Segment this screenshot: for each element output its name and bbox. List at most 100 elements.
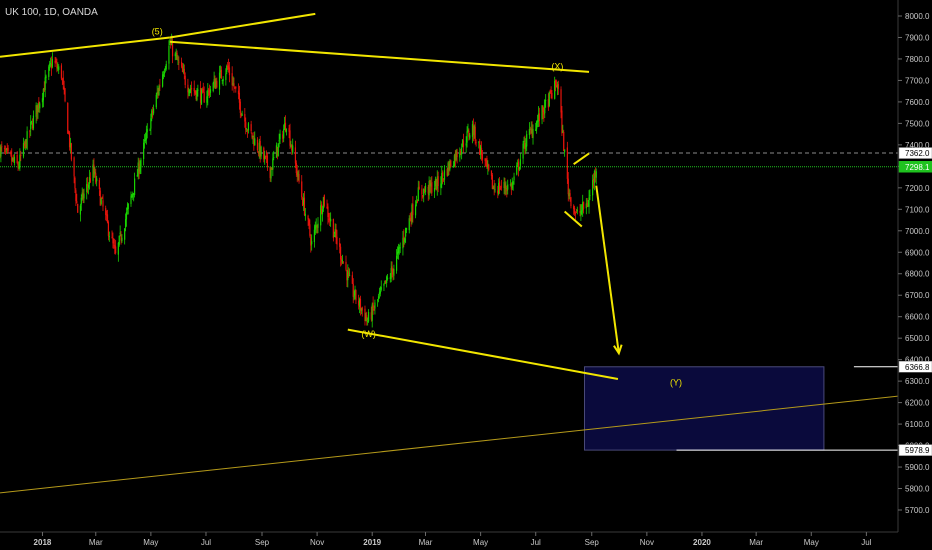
candle-body: [530, 128, 532, 130]
candle-body: [196, 90, 198, 101]
candle-body: [45, 76, 47, 78]
candle-body: [260, 146, 262, 157]
candle-body: [272, 158, 274, 170]
candle-body: [560, 89, 562, 113]
trendline-upper-rising: [0, 36, 170, 58]
candle-body: [158, 86, 160, 95]
candle-body: [282, 134, 284, 139]
candle-body: [517, 161, 520, 170]
target-bottom-tag: 5978.9: [905, 446, 930, 455]
candle-body: [57, 67, 59, 69]
candle-body: [549, 90, 551, 92]
trendline-triangle-lower: [563, 210, 583, 228]
candle-body: [367, 312, 370, 322]
x-tick-label: May: [473, 538, 488, 547]
y-tick-label: 6700.0: [905, 291, 930, 300]
candle-body: [247, 123, 250, 131]
candle-body: [450, 160, 452, 167]
candle-body: [82, 192, 84, 200]
candle-body: [151, 110, 153, 117]
dashed-level-tag: 7362.0: [905, 149, 930, 158]
candle-body: [70, 143, 72, 160]
candle-body: [498, 182, 500, 195]
candle-body: [1, 146, 3, 148]
candle-body: [152, 108, 155, 114]
candle-body: [314, 226, 316, 230]
candle-body: [448, 163, 450, 170]
candle-body: [208, 89, 210, 90]
candle-body: [493, 186, 495, 190]
candle-body: [423, 188, 425, 196]
candle-body: [48, 66, 50, 77]
candle-body: [537, 113, 540, 122]
candle-body: [234, 86, 236, 88]
candle-body: [257, 152, 259, 154]
candle-body: [511, 183, 513, 189]
candle-body: [399, 247, 401, 249]
candle-body: [522, 143, 524, 159]
candle-body: [231, 73, 233, 86]
candle-body: [453, 155, 456, 166]
candle-body: [214, 79, 216, 89]
candle-body: [121, 237, 123, 242]
candle-body: [525, 144, 527, 148]
candle-body: [442, 178, 445, 180]
candle-body: [12, 157, 15, 162]
candle-body: [492, 187, 494, 189]
candle-body: [548, 91, 550, 107]
candle-body: [162, 74, 164, 87]
candle-body: [429, 180, 431, 186]
candle-body: [503, 181, 505, 189]
candle-body: [478, 141, 480, 143]
candle-body: [341, 259, 343, 264]
candle-body: [583, 201, 585, 209]
candle-body: [512, 181, 514, 185]
candle-body: [573, 206, 575, 210]
candle-body: [171, 41, 173, 46]
candle-body: [563, 132, 565, 152]
candle-body: [119, 232, 121, 235]
candle-body: [206, 96, 208, 103]
candle-body: [353, 296, 355, 298]
candle-body: [182, 70, 184, 72]
candle-body: [95, 173, 97, 183]
candle-body: [183, 68, 185, 75]
candle-body: [427, 186, 429, 194]
candle-body: [440, 183, 442, 188]
candle-body: [384, 280, 386, 284]
candle-body: [327, 206, 329, 218]
candle-body: [117, 242, 119, 255]
candle-body: [580, 210, 582, 215]
candle-body: [170, 43, 172, 45]
candle-body: [62, 77, 64, 85]
candle-body: [238, 92, 241, 103]
candle-body: [23, 143, 25, 146]
candle-body: [152, 110, 154, 113]
candle-body: [516, 165, 518, 175]
candle-body: [536, 120, 539, 123]
y-tick-label: 5800.0: [905, 485, 930, 494]
candle-body: [555, 80, 557, 86]
candle-body: [140, 159, 142, 168]
candle-body: [252, 135, 254, 137]
candle-body: [557, 84, 559, 89]
candle-body: [498, 181, 501, 191]
candle-body: [389, 277, 391, 279]
candle-body: [195, 91, 197, 99]
candle-body: [200, 89, 203, 105]
candle-body: [143, 142, 145, 159]
candle-body: [6, 148, 8, 150]
candle-body: [322, 197, 325, 209]
candle-body: [112, 238, 114, 244]
candle-body: [431, 182, 433, 193]
candle-body: [0, 146, 2, 157]
candle-body: [157, 92, 159, 94]
candle-body: [145, 132, 147, 140]
candle-body: [366, 315, 368, 321]
candle-body: [39, 103, 41, 109]
candle-body: [271, 167, 273, 170]
y-tick-label: 7600.0: [905, 98, 930, 107]
candle-body: [278, 140, 280, 142]
candle-body: [194, 90, 196, 93]
